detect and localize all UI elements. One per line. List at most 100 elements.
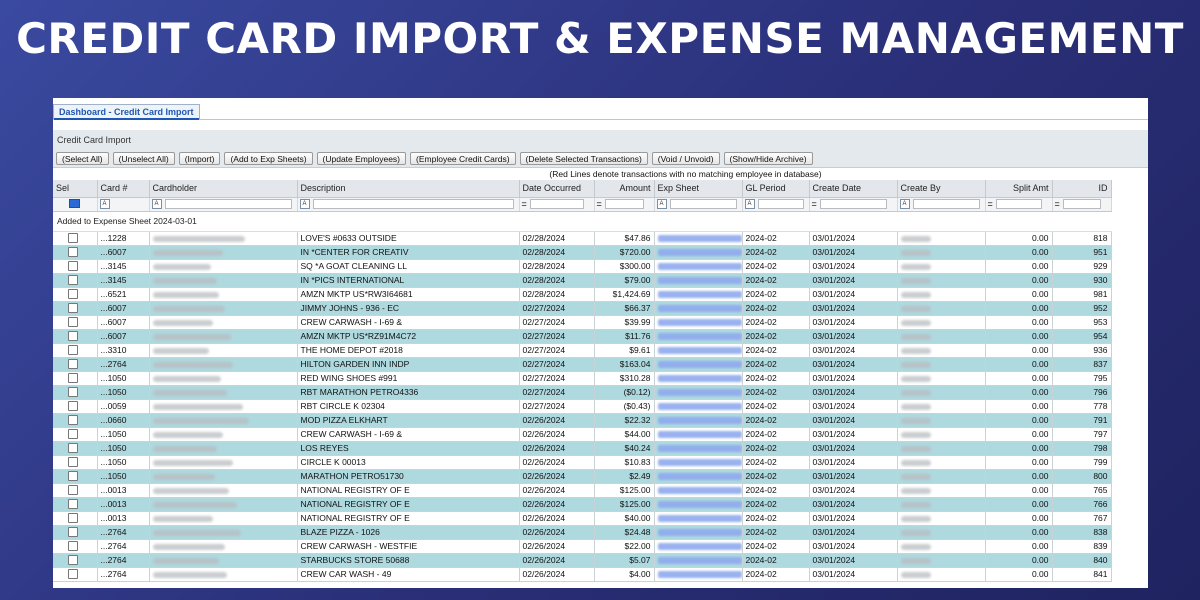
exp-sheet-cell[interactable] (654, 413, 743, 428)
redacted-exp-sheet-link[interactable] (657, 445, 741, 453)
table-row[interactable]: ...2764 HILTON GARDEN INN INDP 02/27/2024 $… (53, 357, 1112, 372)
col-split-amt[interactable]: Split Amt (985, 180, 1053, 198)
equals-filter-icon[interactable]: = (596, 199, 602, 210)
delete-selected-transactions-button[interactable]: (Delete Selected Transactions) (519, 152, 648, 165)
row-checkbox[interactable] (68, 401, 78, 412)
table-row[interactable]: ...2764 CREW CAR WASH - 49 02/26/2024 $4.00… (53, 567, 1112, 582)
row-checkbox[interactable] (68, 345, 78, 356)
tab-credit-card-import[interactable]: Dashboard - Credit Card Import (53, 104, 200, 120)
col-create-by[interactable]: Create By (897, 180, 986, 198)
cardholder-filter-input[interactable] (164, 199, 292, 210)
exp-sheet-cell[interactable] (654, 273, 743, 288)
row-checkbox[interactable] (68, 387, 78, 398)
exp-sheet-cell[interactable] (654, 343, 743, 358)
table-row[interactable]: ...2764 BLAZE PIZZA - 1026 02/26/2024 $24.4… (53, 525, 1112, 540)
exp-sheet-filter-input[interactable] (669, 199, 737, 210)
col-sel[interactable]: Sel (53, 180, 98, 198)
exp-sheet-cell[interactable] (654, 455, 743, 470)
exp-sheet-cell[interactable] (654, 539, 743, 554)
group-header-row[interactable]: Added to Expense Sheet 2024-03-01 (53, 211, 1111, 232)
void-unvoid-button[interactable]: (Void / Unvoid) (651, 152, 720, 165)
row-checkbox[interactable] (68, 289, 78, 300)
select-all-button[interactable]: (Select All) (56, 152, 109, 165)
redacted-exp-sheet-link[interactable] (657, 333, 741, 341)
table-row[interactable]: ...6521 AMZN MKTP US*RW3I64681 02/28/2024 $… (53, 287, 1112, 302)
redacted-exp-sheet-link[interactable] (657, 403, 741, 411)
unselect-all-button[interactable]: (Unselect All) (112, 152, 175, 165)
table-row[interactable]: ...1050 RBT MARATHON PETRO4336 02/27/2024(… (53, 385, 1112, 400)
row-checkbox[interactable] (68, 261, 78, 272)
redacted-exp-sheet-link[interactable] (657, 515, 741, 523)
text-filter-icon[interactable]: A (299, 199, 310, 210)
exp-sheet-cell[interactable] (654, 567, 743, 582)
col-exp-sheet[interactable]: Exp Sheet (654, 180, 743, 198)
create-date-filter-input[interactable] (819, 199, 887, 210)
table-row[interactable]: ...0013 NATIONAL REGISTRY OF E 02/26/2024 $… (53, 511, 1112, 526)
exp-sheet-cell[interactable] (654, 315, 743, 330)
redacted-exp-sheet-link[interactable] (657, 501, 741, 509)
exp-sheet-cell[interactable] (654, 399, 743, 414)
row-checkbox[interactable] (68, 373, 78, 384)
split-amt-filter-input[interactable] (995, 199, 1042, 210)
date-filter-input[interactable] (529, 199, 584, 210)
redacted-exp-sheet-link[interactable] (657, 347, 741, 355)
exp-sheet-cell[interactable] (654, 441, 743, 456)
redacted-exp-sheet-link[interactable] (657, 417, 741, 425)
employee-credit-cards-button[interactable]: (Employee Credit Cards) (410, 152, 516, 165)
row-checkbox[interactable] (68, 415, 78, 426)
row-checkbox[interactable] (68, 555, 78, 566)
col-cardholder[interactable]: Cardholder (149, 180, 298, 198)
exp-sheet-cell[interactable] (654, 245, 743, 260)
exp-sheet-cell[interactable] (654, 427, 743, 442)
table-row[interactable]: ...1050 CREW CARWASH - I-69 & 02/26/2024 $4… (53, 427, 1112, 442)
exp-sheet-cell[interactable] (654, 469, 743, 484)
exp-sheet-cell[interactable] (654, 525, 743, 540)
table-row[interactable]: ...1228 LOVE'S #0633 OUTSIDE 02/28/2024 $47… (53, 231, 1112, 246)
table-row[interactable]: ...0013 NATIONAL REGISTRY OF E 02/26/2024 $… (53, 497, 1112, 512)
redacted-exp-sheet-link[interactable] (657, 291, 741, 299)
exp-sheet-cell[interactable] (654, 385, 743, 400)
exp-sheet-cell[interactable] (654, 553, 743, 568)
description-filter-input[interactable] (312, 199, 514, 210)
redacted-exp-sheet-link[interactable] (657, 529, 741, 537)
equals-filter-icon[interactable]: = (1054, 199, 1060, 210)
table-row[interactable]: ...3310 THE HOME DEPOT #2018 02/27/2024 $9.… (53, 343, 1112, 358)
table-row[interactable]: ...1050 CIRCLE K 00013 02/26/2024 $10.83 202… (53, 455, 1112, 470)
equals-filter-icon[interactable]: = (987, 199, 993, 210)
equals-filter-icon[interactable]: = (811, 199, 817, 210)
row-checkbox[interactable] (68, 471, 78, 482)
table-row[interactable]: ...0059 RBT CIRCLE K 02304 02/27/2024 ($0.4… (53, 399, 1112, 414)
redacted-exp-sheet-link[interactable] (657, 389, 741, 397)
id-filter-input[interactable] (1062, 199, 1101, 210)
update-employees-button[interactable]: (Update Employees) (316, 152, 407, 165)
table-row[interactable]: ...6007 IN *CENTER FOR CREATIV 02/28/2024 $… (53, 245, 1112, 260)
redacted-exp-sheet-link[interactable] (657, 277, 741, 285)
table-row[interactable]: ...1050 MARATHON PETRO51730 02/26/2024 $2.4… (53, 469, 1112, 484)
row-checkbox[interactable] (68, 429, 78, 440)
amount-filter-input[interactable] (604, 199, 644, 210)
exp-sheet-cell[interactable] (654, 259, 743, 274)
collapse-all-icon[interactable] (69, 198, 80, 208)
create-by-filter-input[interactable] (912, 199, 980, 210)
col-amount[interactable]: Amount (594, 180, 655, 198)
row-checkbox[interactable] (68, 541, 78, 552)
redacted-exp-sheet-link[interactable] (657, 557, 741, 565)
redacted-exp-sheet-link[interactable] (657, 319, 741, 327)
text-filter-icon[interactable]: A (899, 199, 910, 210)
show-hide-archive-button[interactable]: (Show/Hide Archive) (723, 152, 813, 165)
table-row[interactable]: ...0013 NATIONAL REGISTRY OF E 02/26/2024 $… (53, 483, 1112, 498)
row-checkbox[interactable] (68, 303, 78, 314)
row-checkbox[interactable] (68, 569, 78, 580)
redacted-exp-sheet-link[interactable] (657, 459, 741, 467)
import-button[interactable]: (Import) (178, 152, 221, 165)
row-checkbox[interactable] (68, 499, 78, 510)
row-checkbox[interactable] (68, 513, 78, 524)
table-row[interactable]: ...3145 SQ *A GOAT CLEANING LL 02/28/2024 $… (53, 259, 1112, 274)
col-gl-period[interactable]: GL Period (742, 180, 810, 198)
exp-sheet-cell[interactable] (654, 483, 743, 498)
equals-filter-icon[interactable]: = (521, 199, 527, 210)
redacted-exp-sheet-link[interactable] (657, 249, 741, 257)
redacted-exp-sheet-link[interactable] (657, 473, 741, 481)
text-filter-icon[interactable]: A (99, 199, 110, 210)
row-checkbox[interactable] (68, 443, 78, 454)
